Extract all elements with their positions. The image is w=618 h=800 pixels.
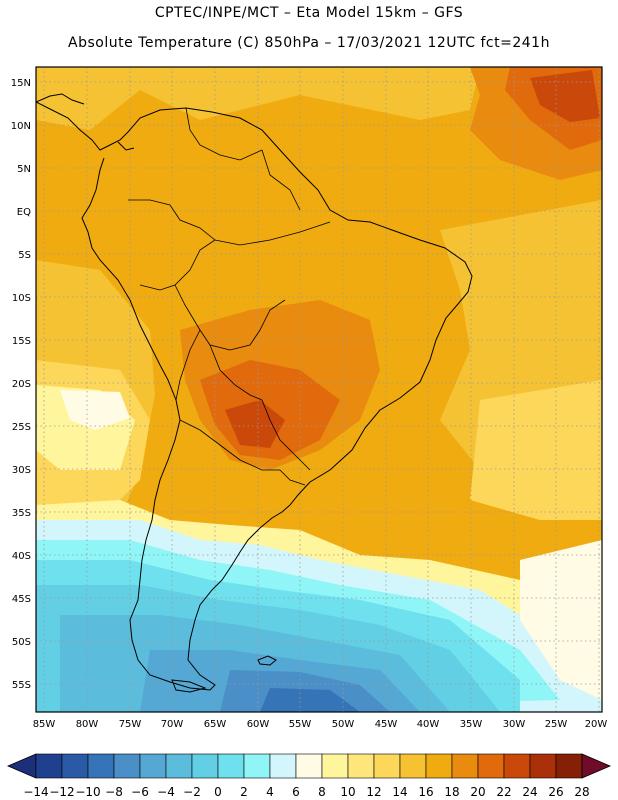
lon-label: 85W — [33, 719, 56, 730]
lat-label: 10N — [11, 121, 31, 132]
colorbar-cell — [139, 753, 167, 779]
lon-label: 65W — [204, 719, 227, 730]
colorbar-cell — [399, 753, 427, 779]
chart-title-line-1: CPTEC/INPE/MCT – Eta Model 15km – GFS — [154, 5, 464, 21]
lat-label: 35S — [12, 508, 31, 519]
colorbar-label: 16 — [418, 785, 433, 799]
colorbar-label: −6 — [131, 785, 149, 799]
map-frame — [35, 66, 603, 713]
colorbar-label: 22 — [496, 785, 511, 799]
longitude-axis: 85W 80W 75W 70W 65W 60W 55W 50W 45W 40W … — [33, 719, 608, 730]
lat-label: 15S — [12, 336, 31, 347]
colorbar-cell — [425, 753, 453, 779]
colorbar-cell — [217, 753, 245, 779]
colorbar-cell — [165, 753, 193, 779]
colorbar-cell — [295, 753, 323, 779]
colorbar-label: −8 — [105, 785, 123, 799]
lon-label: 30W — [503, 719, 526, 730]
colorbar-cell — [87, 753, 115, 779]
lat-label: 5N — [17, 164, 31, 175]
latitude-axis: 15N 10N 5N EQ 5S 10S 15S 20S 25S 30S 35S… — [11, 78, 31, 691]
lat-label: EQ — [17, 207, 31, 218]
lon-label: 75W — [119, 719, 142, 730]
colorbar-label: 0 — [214, 785, 222, 799]
colorbar-label: 24 — [522, 785, 537, 799]
lat-label: 5S — [18, 250, 31, 261]
lon-label: 20W — [585, 719, 608, 730]
lat-label: 15N — [11, 78, 31, 89]
colorbar-cell — [113, 753, 141, 779]
country-borders — [128, 107, 331, 486]
lon-label: 50W — [332, 719, 355, 730]
lat-label: 30S — [12, 465, 31, 476]
colorbar-label: 4 — [266, 785, 274, 799]
lat-label: 25S — [12, 422, 31, 433]
chart-title-line-2: Absolute Temperature (C) 850hPa – 17/03/… — [68, 35, 550, 51]
lat-label: 20S — [12, 379, 31, 390]
lon-label: 55W — [289, 719, 312, 730]
colorbar-label: 18 — [444, 785, 459, 799]
lat-label: 55S — [12, 680, 31, 691]
colorbar-label: 20 — [470, 785, 485, 799]
colorbar-label: 2 — [240, 785, 248, 799]
lon-label: 70W — [161, 719, 184, 730]
colorbar-label: 12 — [366, 785, 381, 799]
colorbar-low-arrow — [6, 753, 37, 779]
colorbar-cell — [191, 753, 219, 779]
colorbar-label: 10 — [340, 785, 355, 799]
lon-label: 40W — [417, 719, 440, 730]
colorbar-cell — [61, 753, 89, 779]
colorbar-cell — [451, 753, 479, 779]
colorbar-label: −10 — [75, 785, 100, 799]
colorbar-cell — [477, 753, 505, 779]
lon-label: 60W — [247, 719, 270, 730]
lon-label: 35W — [460, 719, 483, 730]
colorbar: −14 −12 −10 −8 −6 −4 −2 0 2 4 6 8 10 12 14 16 18 20 22 24 26… — [6, 753, 612, 799]
colorbar-label: −4 — [157, 785, 175, 799]
colorbar-label: 14 — [392, 785, 407, 799]
colorbar-cells — [35, 753, 583, 779]
lon-label: 80W — [76, 719, 99, 730]
temperature-field — [36, 67, 602, 712]
colorbar-cell — [373, 753, 401, 779]
colorbar-cell — [503, 753, 531, 779]
colorbar-label: −2 — [183, 785, 201, 799]
colorbar-label: −14 — [23, 785, 48, 799]
colorbar-cell — [555, 753, 583, 779]
coastlines — [36, 93, 473, 693]
lat-label: 45S — [12, 594, 31, 605]
colorbar-cell — [347, 753, 375, 779]
colorbar-cell — [35, 753, 63, 779]
lat-label: 40S — [12, 551, 31, 562]
colorbar-cell — [269, 753, 297, 779]
lat-label: 10S — [12, 293, 31, 304]
colorbar-cell — [529, 753, 557, 779]
colorbar-label: 28 — [574, 785, 589, 799]
lon-label: 25W — [545, 719, 568, 730]
colorbar-label: 6 — [292, 785, 300, 799]
colorbar-cell — [321, 753, 349, 779]
colorbar-label: 8 — [318, 785, 326, 799]
colorbar-cell — [243, 753, 271, 779]
colorbar-high-arrow — [581, 753, 612, 779]
lon-label: 45W — [375, 719, 398, 730]
colorbar-labels: −14 −12 −10 −8 −6 −4 −2 0 2 4 6 8 10 12 14 16 18 20 22 24 26… — [23, 785, 589, 799]
colorbar-label: 26 — [548, 785, 563, 799]
colorbar-label: −12 — [49, 785, 74, 799]
lat-label: 50S — [12, 637, 31, 648]
